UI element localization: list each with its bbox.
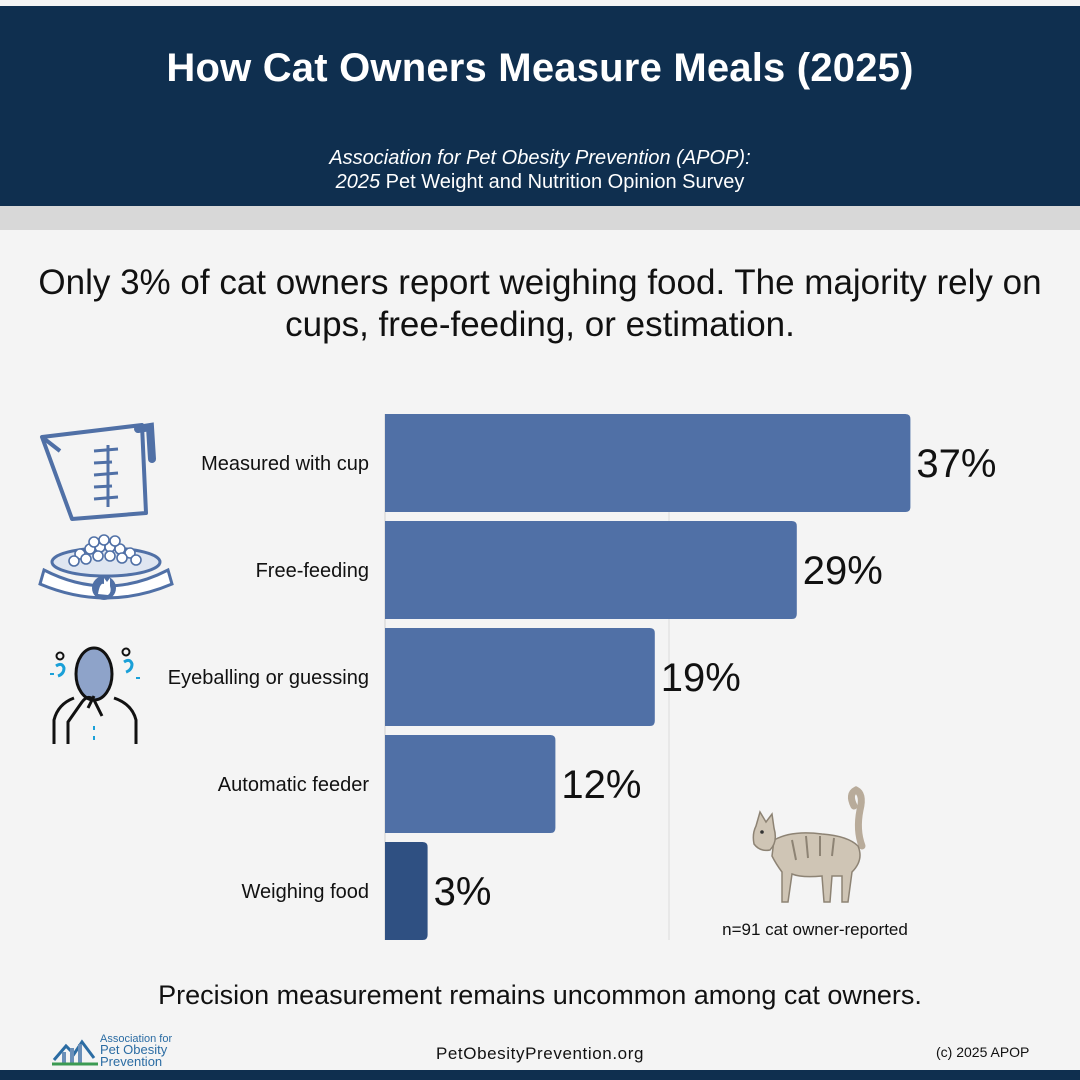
- divider-band: [0, 206, 1080, 230]
- value-label: 19%: [661, 656, 741, 700]
- category-label: Automatic feeder: [218, 774, 370, 796]
- header-banner: How Cat Owners Measure Meals (2025) Asso…: [0, 6, 1080, 206]
- category-label: Free-feeding: [256, 560, 369, 582]
- bar-free-feeding: [385, 521, 797, 619]
- value-label: 12%: [561, 763, 641, 807]
- page-title: How Cat Owners Measure Meals (2025): [166, 46, 914, 90]
- apop-logo-icon: [52, 1039, 98, 1066]
- summary-text: Precision measurement remains uncommon a…: [158, 980, 922, 1010]
- bar-measured-with-cup: [385, 414, 911, 512]
- value-label: 29%: [803, 549, 883, 593]
- measuring-cup-icon: [40, 422, 156, 521]
- category-label: Eyeballing or guessing: [168, 667, 369, 689]
- copyright: (c) 2025 APOP: [936, 1044, 1030, 1060]
- value-label: 3%: [434, 870, 492, 914]
- subtitle-line-2: Pet Weight and Nutrition Opinion Survey: [380, 171, 745, 193]
- confused-person-icon: [50, 646, 140, 744]
- page-subtitle: Association for Pet Obesity Prevention (…: [0, 146, 1080, 194]
- bar-automatic-feeder: [385, 735, 556, 833]
- logo-line-2: Pet Obesity: [100, 1042, 168, 1057]
- logo-text: Association for Pet Obesity Prevention: [100, 1033, 173, 1069]
- headline: Only 3% of cat owners report weighing fo…: [38, 263, 1042, 344]
- sample-size-note: n=91 cat owner-reported: [722, 920, 908, 939]
- logo-line-3: Prevention: [100, 1054, 163, 1069]
- bar-eyeballing-or-guessing: [385, 628, 655, 726]
- food-bowl-icon: [38, 534, 174, 600]
- category-label: Weighing food: [242, 881, 370, 903]
- logo-line-1: Association for: [100, 1033, 173, 1045]
- value-label: 37%: [916, 442, 996, 486]
- website-link[interactable]: PetObesityPrevention.org: [435, 1044, 645, 1063]
- cat-illustration: [752, 786, 866, 903]
- subtitle-year: 2025: [335, 171, 381, 193]
- bar-weighing-food: [385, 842, 428, 940]
- bottom-bar: [0, 1070, 1080, 1080]
- category-label: Measured with cup: [201, 453, 369, 475]
- subtitle-line-1: Association for Pet Obesity Prevention (…: [329, 147, 751, 169]
